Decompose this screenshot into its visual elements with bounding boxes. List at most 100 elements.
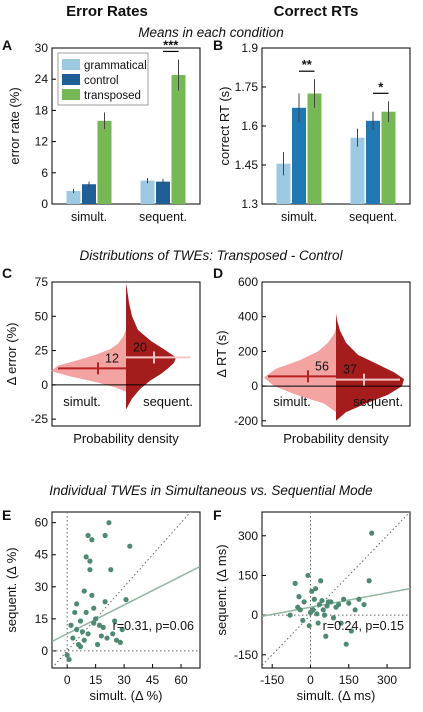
scatter-point [311, 596, 317, 602]
y-tick-label: 1.45 [235, 158, 259, 172]
x-axis-label: Probability density [283, 431, 389, 446]
y-tick-label: 75 [35, 275, 49, 289]
scatter-point [348, 628, 354, 634]
scatter-point [91, 620, 97, 626]
panel-e-error-scatter: 0 15 30 45 60 0 15 30 45 60 simult. (Δ %) sequent. … [4, 511, 201, 703]
bar-transposed [307, 93, 322, 204]
bar-control [366, 120, 380, 204]
scatter-point [74, 626, 80, 633]
y-tick-label: 0 [251, 608, 258, 622]
scatter-point [312, 586, 319, 592]
scatter-point [319, 597, 325, 604]
scatter-point [66, 656, 72, 663]
scatter-point [330, 615, 337, 621]
violin-half-simult [264, 328, 336, 413]
panel-d-rt-violin: -200 0 200 400 600 Δ RT (s) Probability densit… [214, 275, 411, 446]
scatter-point [119, 626, 125, 633]
x-tick-label: 60 [174, 673, 188, 687]
y-tick-label: 300 [238, 529, 258, 543]
y-tick-label: 30 [35, 41, 49, 55]
legend-label-control: control [84, 75, 119, 87]
plot-frame [51, 511, 201, 669]
scatter-point [91, 605, 97, 611]
scatter-point [117, 639, 123, 645]
x-tick-label: sequent. [139, 210, 187, 224]
y-tick-label: 150 [238, 568, 258, 582]
row1-heading: Means in each condition [138, 25, 284, 40]
y-tick-label: 1.6 [241, 119, 258, 133]
scatter-point [356, 596, 362, 602]
scatter-point [352, 607, 358, 613]
y-tick-label: 45 [35, 548, 49, 562]
y-tick-label: 600 [238, 275, 258, 289]
plot-frame [261, 281, 411, 427]
y-tick-label: 0 [41, 197, 48, 211]
scatter-point [94, 641, 101, 648]
legend-label-grammatical: grammatical [84, 60, 147, 72]
bar-transposed [381, 111, 396, 204]
x-axis-label: simult. (Δ ms) [297, 688, 376, 703]
x-tick-label: 45 [146, 673, 160, 687]
col2-heading: Correct RTs [274, 3, 359, 20]
scatter-point [310, 607, 316, 613]
y-tick-label: 6 [41, 166, 48, 180]
scatter-point [343, 641, 349, 647]
x-axis-label: Probability density [73, 431, 179, 446]
scatter-point [85, 532, 91, 539]
bar-grammatical [276, 163, 291, 204]
y-tick-label: -25 [31, 412, 49, 426]
scatter-point [314, 611, 320, 617]
y-tick-label: 1.9 [241, 41, 258, 55]
y-axis-label: correct RT (s) [217, 87, 232, 166]
legend-swatch-control [62, 74, 80, 85]
y-tick-label: 18 [35, 103, 49, 117]
scatter-point [301, 599, 307, 605]
scatter-point [72, 609, 78, 616]
scatter-point [110, 631, 116, 637]
bar-control [156, 181, 170, 204]
scatter-point [81, 637, 87, 643]
y-tick-label: 0 [41, 644, 48, 658]
scatter-point [98, 633, 104, 639]
panel-letter-c: C [2, 265, 12, 281]
scatter-point [297, 607, 303, 613]
y-tick-label: 15 [35, 612, 49, 626]
scatter-point [287, 612, 293, 618]
scatter-point [112, 618, 118, 624]
correlation-stat: r=0.24, p=0.15 [323, 619, 404, 633]
plot-area [52, 512, 200, 668]
y-axis-label: sequent. (Δ ms) [214, 544, 229, 635]
bar-transposed [171, 75, 186, 204]
significance-label: ** [302, 57, 313, 72]
scatter-point [123, 597, 129, 603]
row3-heading: Individual TWEs in Simultaneous vs. Sequ… [49, 483, 372, 498]
plot-frame [51, 281, 201, 427]
scatter-point [341, 596, 347, 602]
panel-letter-e: E [2, 507, 11, 523]
x-tick-label: simult. [71, 210, 107, 224]
scatter-point [96, 622, 103, 628]
y-tick-label: 1.75 [235, 80, 259, 94]
scatter-point [300, 617, 306, 624]
scatter-point [292, 580, 298, 586]
scatter-point [113, 637, 120, 643]
y-tick-label: 0 [251, 379, 258, 393]
scatter-point [93, 616, 99, 622]
scatter-point [102, 532, 108, 539]
legend-label-transposed: transposed [84, 90, 141, 102]
correlation-stat: r=0.31, p=0.06 [113, 619, 194, 633]
scatter-point [108, 567, 114, 573]
y-tick-label: 60 [35, 516, 49, 530]
scatter-point [85, 631, 91, 637]
scatter-point [361, 601, 367, 608]
panel-letter-d: D [213, 265, 223, 281]
scatter-point [74, 601, 80, 607]
bar-control [82, 184, 96, 204]
scatter-point [369, 530, 375, 536]
scatter-point [68, 622, 74, 628]
plot-area [262, 512, 410, 668]
scatter-point [89, 537, 95, 543]
bar-transposed [97, 120, 112, 204]
plot-frame [51, 47, 201, 205]
